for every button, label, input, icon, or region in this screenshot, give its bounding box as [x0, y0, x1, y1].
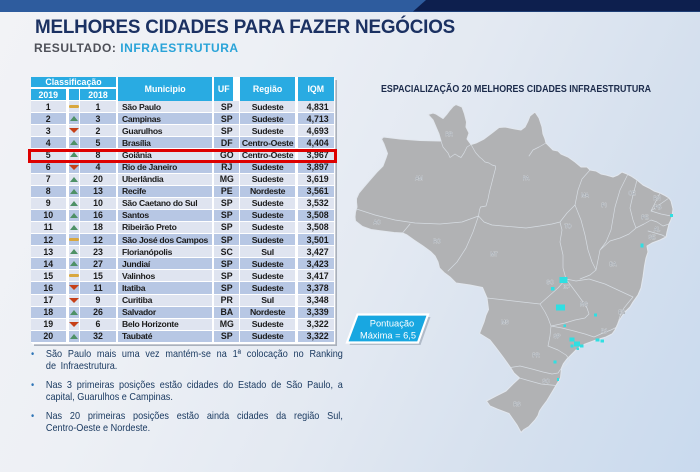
svg-text:CE: CE [629, 191, 637, 197]
svg-text:BA: BA [610, 262, 617, 268]
svg-text:MS: MS [501, 320, 509, 326]
svg-text:RR: RR [445, 132, 453, 138]
svg-text:AC: AC [374, 220, 381, 226]
svg-text:PA: PA [523, 176, 530, 182]
svg-text:PE: PE [642, 215, 649, 221]
svg-text:PB: PB [655, 205, 662, 211]
svg-text:GO: GO [546, 280, 554, 286]
svg-text:PR: PR [533, 353, 540, 359]
svg-text:MA: MA [581, 193, 589, 199]
svg-text:RN: RN [653, 196, 661, 202]
svg-text:Máxima = 6,5: Máxima = 6,5 [360, 331, 416, 341]
svg-text:PI: PI [602, 203, 607, 209]
svg-text:Pontuação: Pontuação [370, 319, 414, 329]
svg-text:AM: AM [415, 176, 423, 182]
svg-text:AL: AL [654, 227, 660, 233]
svg-text:RO: RO [433, 239, 441, 245]
svg-text:SC: SC [543, 379, 550, 385]
svg-text:SE: SE [649, 235, 656, 241]
svg-text:MG: MG [580, 302, 588, 308]
svg-text:MT: MT [490, 252, 497, 258]
svg-text:TO: TO [565, 224, 572, 230]
svg-text:ES: ES [619, 310, 626, 316]
svg-text:SP: SP [554, 334, 561, 340]
svg-text:RJ: RJ [601, 329, 608, 335]
svg-text:RS: RS [514, 402, 522, 408]
svg-text:DF: DF [563, 285, 570, 291]
